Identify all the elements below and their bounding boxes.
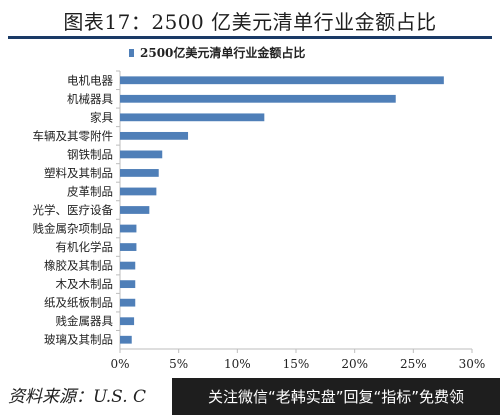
bar-7 bbox=[120, 187, 157, 196]
legend-label: 2500亿美元清单行业金额占比 bbox=[140, 45, 305, 60]
bar-12 bbox=[120, 280, 136, 289]
category-label-6: 塑料及其制品 bbox=[44, 166, 113, 180]
x-tick-label-2: 5% bbox=[169, 357, 188, 371]
bar-6 bbox=[120, 169, 159, 177]
bar-9 bbox=[120, 224, 137, 233]
category-label-13: 纸及纸板制品 bbox=[44, 296, 113, 310]
category-label-2: 机械器具 bbox=[67, 92, 113, 106]
category-label-4: 车辆及其零附件 bbox=[33, 129, 114, 143]
footer: 资料来源：U.S. C 关注微信“老韩实盘”回复“指标”免费领 bbox=[0, 378, 500, 415]
x-tick-label-1: 0% bbox=[110, 357, 129, 371]
figure-title: 图表17：2500 亿美元清单行业金额占比 bbox=[63, 10, 437, 34]
header-rule bbox=[8, 36, 492, 39]
figure-header: 图表17：2500 亿美元清单行业金额占比 bbox=[0, 0, 500, 40]
bar-13 bbox=[120, 298, 136, 307]
bar-chart: 2500亿美元清单行业金额占比电机电器机械器具家具车辆及其零附件钢铁制品塑料及其… bbox=[33, 45, 486, 371]
category-label-7: 皮革制品 bbox=[67, 184, 113, 198]
category-label-11: 橡胶及其制品 bbox=[44, 259, 113, 273]
x-tick-label-7: 30% bbox=[459, 357, 486, 371]
bar-8 bbox=[120, 206, 150, 214]
category-label-3: 家具 bbox=[90, 110, 113, 124]
bar-3 bbox=[120, 113, 265, 122]
x-tick-label-3: 10% bbox=[224, 357, 251, 371]
bar-5 bbox=[120, 150, 163, 159]
category-label-9: 贱金属杂项制品 bbox=[33, 222, 114, 236]
bar-2 bbox=[120, 94, 396, 103]
bar-10 bbox=[120, 243, 137, 251]
category-label-15: 玻璃及其制品 bbox=[44, 333, 113, 347]
bar-15 bbox=[120, 335, 132, 344]
category-label-1: 电机电器 bbox=[67, 73, 113, 87]
category-label-8: 光学、医疗设备 bbox=[33, 203, 114, 217]
category-label-5: 钢铁制品 bbox=[67, 147, 113, 161]
source-note: 资料来源：U.S. C bbox=[8, 387, 147, 407]
x-tick-label-5: 20% bbox=[341, 357, 368, 371]
bar-11 bbox=[120, 261, 136, 270]
x-tick-label-6: 25% bbox=[400, 357, 427, 371]
x-tick-label-4: 15% bbox=[283, 357, 310, 371]
bar-4 bbox=[120, 131, 189, 140]
bar-1 bbox=[120, 76, 444, 85]
watermark-banner: 关注微信“老韩实盘”回复“指标”免费领 bbox=[172, 378, 500, 415]
category-label-10: 有机化学品 bbox=[56, 240, 114, 254]
legend-swatch bbox=[129, 49, 134, 57]
category-label-14: 贱金属器具 bbox=[56, 314, 114, 328]
category-label-12: 木及木制品 bbox=[56, 277, 114, 291]
bar-14 bbox=[120, 317, 135, 326]
